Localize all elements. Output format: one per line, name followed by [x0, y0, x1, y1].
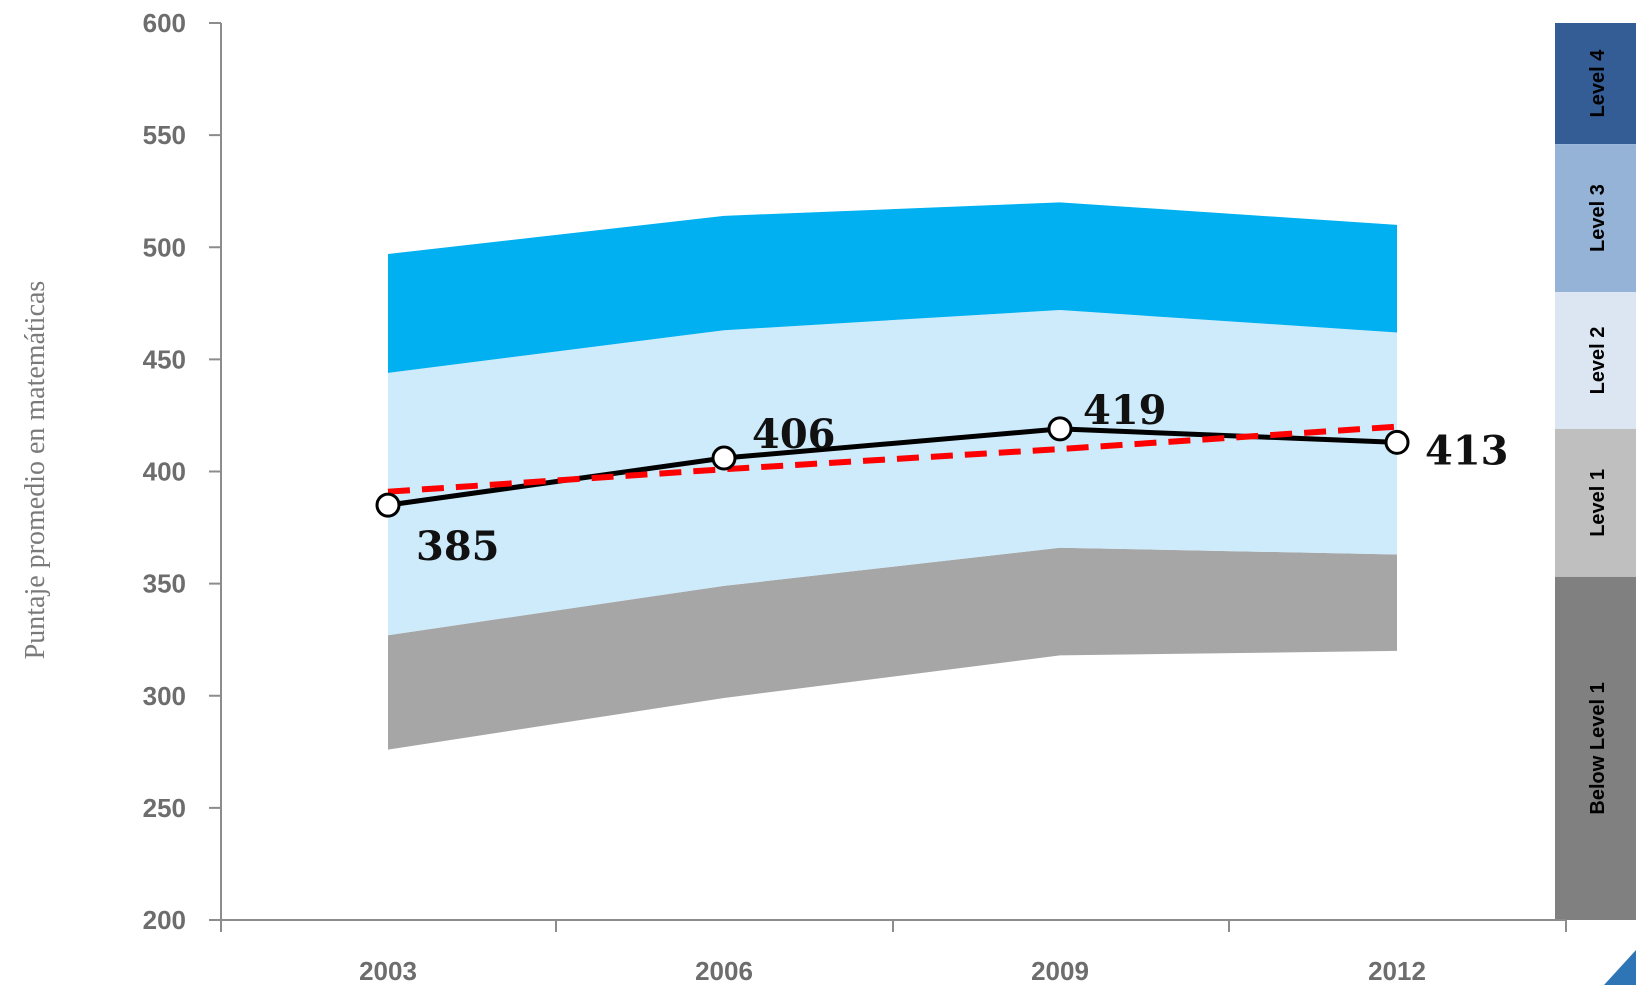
y-tick-label: 500: [143, 232, 186, 262]
level-band-4: [1555, 576, 1636, 920]
y-tick-label: 450: [143, 344, 186, 374]
band-2: [388, 202, 1397, 373]
y-tick-label: 600: [143, 8, 186, 38]
x-tick-label: 2009: [1031, 956, 1089, 985]
level-band-3: [1555, 428, 1636, 577]
y-tick-label: 550: [143, 120, 186, 150]
level-band-1: [1555, 144, 1636, 293]
level-label-0: Level 4: [1587, 49, 1609, 118]
series-layer: [375, 416, 1410, 518]
series-point: [711, 445, 737, 471]
band-1: [388, 310, 1397, 636]
corner-decoration: [1604, 950, 1636, 985]
x-tick-label: 2012: [1368, 956, 1426, 985]
axes-layer: 200 250 300 350 400 450 500 550 600 2003 2006 2009 2…: [143, 8, 1567, 985]
x-tick-label: 2003: [359, 956, 417, 985]
series-point: [1384, 429, 1410, 455]
data-label: 413: [1425, 427, 1509, 474]
level-band-0: [1555, 23, 1636, 145]
data-label: 385: [416, 523, 500, 570]
levels-layer: Level 4 Level 3 Level 2 Level 1 Below Level …: [1555, 23, 1636, 920]
y-tick-label: 250: [143, 793, 186, 823]
level-label-2: Level 2: [1587, 327, 1609, 395]
y-tick-label: 200: [143, 905, 186, 935]
level-label-4: Below Level 1: [1587, 682, 1609, 814]
series-point: [1047, 416, 1073, 442]
level-label-3: Level 1: [1587, 469, 1609, 537]
y-tick-label: 300: [143, 681, 186, 711]
y-axis-label: Puntaje promedio en matemáticas: [20, 281, 51, 660]
series-line-main: [387, 426, 1398, 508]
y-tick-label: 400: [143, 457, 186, 487]
level-label-1: Level 3: [1587, 184, 1609, 252]
band-0: [388, 547, 1397, 750]
series-point: [375, 492, 401, 518]
data-label: 406: [752, 411, 836, 458]
data-label: 419: [1083, 387, 1167, 434]
x-tick-label: 2006: [695, 956, 753, 985]
bands-layer: [388, 202, 1397, 750]
y-tick-label: 350: [143, 569, 186, 599]
level-band-2: [1555, 292, 1636, 429]
labels-layer: 385 406 419 413: [416, 387, 1509, 570]
